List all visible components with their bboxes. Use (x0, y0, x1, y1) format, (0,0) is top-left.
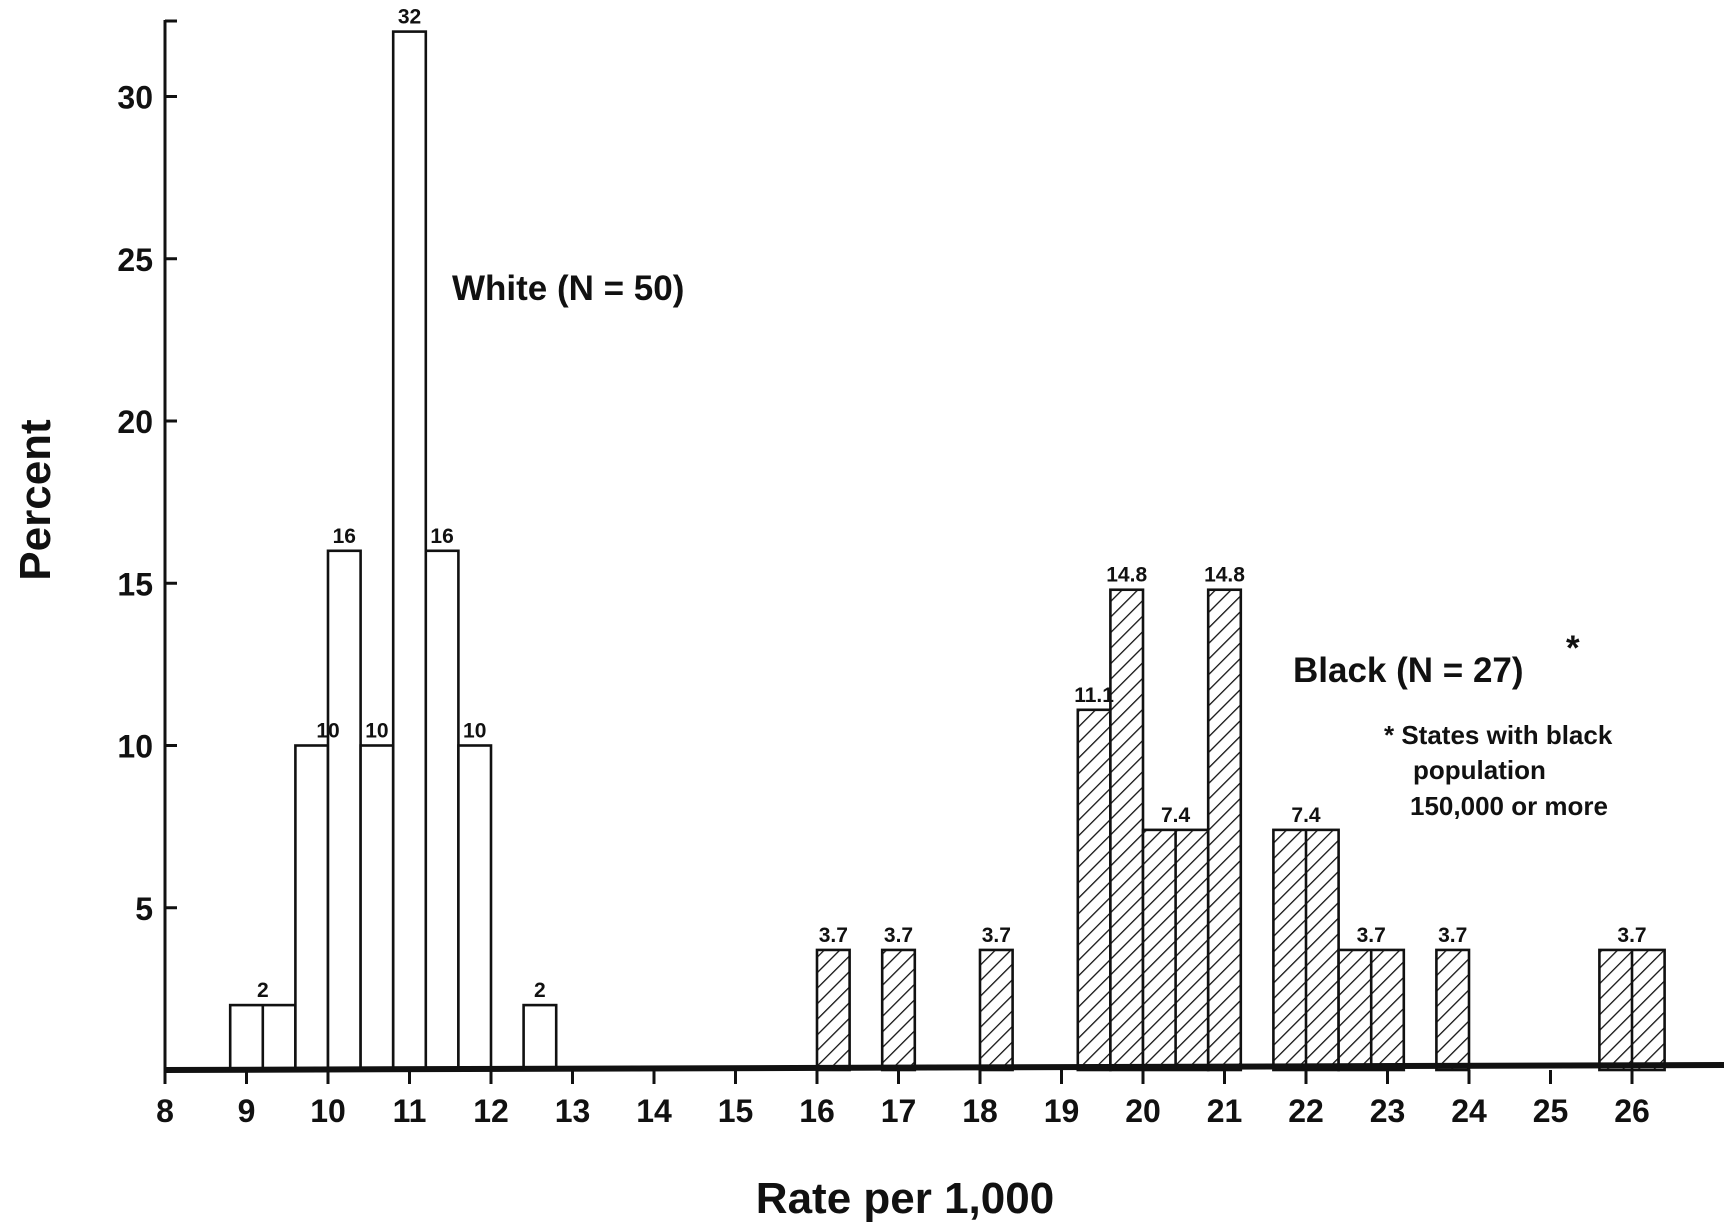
y-axis-title: Percent (11, 419, 60, 581)
white-bar (457, 744, 493, 1072)
bar-value-labels: 2 10 16 10 32 16 10 2 3.7 3.7 3.7 11.1 14.8 7.4 14.8 7.… (257, 6, 1647, 1002)
bar-value-label: 10 (365, 720, 388, 743)
y-tick-label: 30 (117, 80, 153, 116)
bar-value-label: 14.8 (1204, 564, 1245, 587)
footnote-line-3: 150,000 or more (1410, 791, 1608, 821)
x-tick-label: 8 (156, 1093, 174, 1129)
x-tick-label: 15 (718, 1093, 754, 1129)
black-bar (978, 948, 1014, 1072)
x-tick-label: 17 (881, 1093, 917, 1129)
bar-value-label: 16 (333, 525, 356, 548)
y-axis-ticks: 5 10 15 20 25 30 (117, 19, 177, 927)
bar-value-label: 3.7 (1357, 924, 1386, 947)
x-tick-label: 13 (555, 1093, 591, 1129)
x-tick-label: 16 (799, 1093, 835, 1129)
bar-value-label: 32 (398, 6, 421, 29)
x-tick-label: 18 (962, 1093, 998, 1129)
bar-value-label: 7.4 (1291, 804, 1321, 827)
bar-value-label: 3.7 (982, 924, 1011, 947)
footnote: * States with black population 150,000 o… (1384, 720, 1613, 821)
y-tick-label: 5 (135, 891, 153, 927)
x-tick-label: 26 (1614, 1093, 1650, 1129)
x-tick-label: 22 (1288, 1093, 1324, 1129)
white-bar (359, 744, 395, 1072)
black-bar (1109, 588, 1145, 1072)
x-tick-label: 10 (310, 1093, 346, 1129)
white-bar (424, 549, 460, 1072)
black-bar (880, 948, 917, 1072)
x-axis (164, 1062, 1724, 1073)
bar-value-label: 7.4 (1161, 804, 1191, 827)
x-tick-label: 21 (1207, 1093, 1243, 1129)
x-tick-label: 24 (1451, 1093, 1487, 1129)
bar-value-label: 11.1 (1074, 684, 1114, 707)
white-series (228, 30, 558, 1072)
bar-value-label: 3.7 (884, 924, 913, 947)
x-tick-label: 20 (1125, 1093, 1161, 1129)
x-tick-label: 9 (238, 1093, 256, 1129)
black-series-label-group: Black (N = 27) * (1293, 629, 1580, 690)
black-series-label-marker: * (1566, 629, 1580, 668)
x-axis-ticks: 8 9 10 11 12 13 14 15 16 17 18 19 20 21 22 23 24 25 26 (156, 1070, 1650, 1129)
y-tick-label: 20 (117, 404, 153, 440)
white-bar (522, 1003, 558, 1072)
white-bar (326, 549, 362, 1072)
bar-value-label: 3.7 (1438, 924, 1467, 947)
footnote-line-1: * States with black (1384, 720, 1613, 750)
black-bar (1435, 948, 1471, 1072)
bar-value-label: 10 (316, 720, 339, 743)
x-tick-label: 25 (1533, 1093, 1569, 1129)
x-tick-label: 14 (636, 1093, 672, 1129)
x-tick-label: 19 (1044, 1093, 1080, 1129)
black-series (815, 588, 1666, 1072)
black-bar (1076, 708, 1112, 1072)
bar-value-label: 2 (257, 979, 269, 1002)
y-tick-label: 25 (117, 242, 153, 278)
bar-value-label: 2 (534, 979, 546, 1002)
x-tick-label: 12 (473, 1093, 509, 1129)
white-series-label: White (N = 50) (452, 269, 684, 308)
x-tick-label: 23 (1370, 1093, 1406, 1129)
black-series-label: Black (N = 27) (1293, 651, 1524, 690)
white-bar (391, 30, 428, 1072)
y-tick-label: 10 (117, 729, 153, 765)
x-tick-label: 11 (393, 1093, 427, 1129)
bar-value-label: 3.7 (819, 924, 848, 947)
y-tick-label: 15 (117, 566, 153, 602)
bar-value-label: 10 (463, 720, 486, 743)
x-axis-title: Rate per 1,000 (756, 1174, 1054, 1223)
bar-value-label: 16 (430, 525, 453, 548)
black-bar (1206, 588, 1243, 1072)
footnote-line-2: population (1413, 755, 1546, 785)
bar-value-label: 14.8 (1106, 564, 1147, 587)
black-bar (815, 948, 851, 1072)
bar-value-label: 3.7 (1617, 924, 1646, 947)
